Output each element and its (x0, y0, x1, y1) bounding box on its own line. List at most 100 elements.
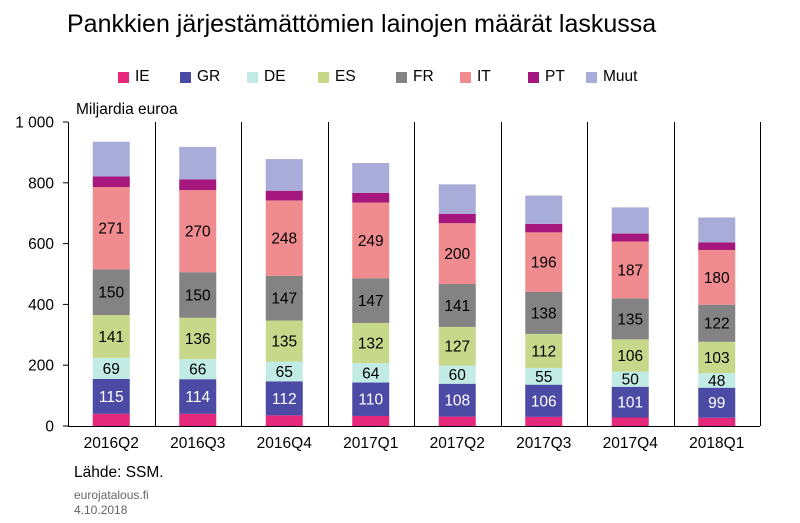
bar-segment-gr (92, 378, 130, 414)
bar-segment-de (698, 373, 736, 388)
bar-segment-it (352, 202, 390, 279)
bar-segment-muut (352, 163, 390, 193)
bar-segment-muut (611, 207, 649, 234)
bar-segment-es (438, 326, 476, 366)
bar-segment-it (179, 190, 217, 273)
legend-swatch (318, 71, 329, 83)
bar-segment-es (525, 333, 563, 368)
legend-item-muut: Muut (586, 68, 637, 86)
bar-segment-muut (265, 159, 303, 191)
bar-segment-fr (525, 291, 563, 334)
bar-segment-pt (265, 190, 303, 201)
bar-segment-muut (698, 217, 736, 243)
source-note: Lähde: SSM. (74, 464, 164, 481)
y-axis-unit-label: Miljardia euroa (76, 101, 178, 118)
bar-segment-pt (611, 233, 649, 242)
bar-segment-pt (525, 223, 563, 233)
bar-segment-de (352, 363, 390, 383)
x-tick-label: 2016Q4 (257, 435, 313, 452)
bar-segment-fr (352, 278, 390, 323)
x-tick-label: 2017Q4 (603, 435, 659, 452)
data-label: 115 (99, 389, 124, 406)
bar-segment-de (611, 371, 649, 387)
data-label: 101 (617, 395, 643, 412)
data-label: 141 (98, 329, 124, 346)
bar-segment-es (698, 341, 736, 374)
x-tick-label: 2016Q2 (84, 435, 139, 452)
bar-segment-pt (92, 176, 130, 188)
data-label: 110 (358, 392, 383, 409)
bar-segment-it (265, 200, 303, 276)
bar-segment-es (92, 315, 130, 358)
legend-label: GR (197, 68, 221, 85)
data-label: 147 (358, 293, 384, 310)
bar-segment-es (611, 339, 649, 372)
legend-item-de: DE (247, 68, 286, 86)
legend-item-gr: GR (180, 68, 220, 86)
bar-segment-muut (438, 184, 476, 214)
bar-segment-muut (92, 141, 130, 177)
bar-segment-gr (438, 383, 476, 417)
bar-segment-de (179, 359, 217, 380)
legend-item-fr: FR (396, 68, 434, 86)
data-label: 136 (185, 331, 211, 348)
bar-segment-pt (698, 242, 736, 250)
data-label: 249 (358, 233, 384, 250)
bar-segment-gr (179, 379, 217, 414)
data-label: 66 (189, 362, 206, 379)
bar-segment-fr (179, 272, 217, 318)
data-label: 60 (449, 367, 467, 384)
bar-segment-it (525, 232, 563, 292)
legend-label: Muut (603, 68, 638, 85)
legend-swatch (118, 71, 129, 83)
bar-segment-pt (438, 213, 476, 224)
bar-segment-ie (179, 413, 217, 426)
bar-segment-fr (92, 269, 130, 316)
bar-segment-es (265, 320, 303, 362)
publish-date: 4.10.2018 (74, 503, 128, 517)
legend-swatch (180, 71, 191, 83)
bar-segment-gr (611, 386, 649, 418)
data-label: 147 (271, 291, 297, 308)
bar-segment-es (179, 317, 217, 360)
data-label: 271 (98, 221, 124, 238)
data-label: 187 (617, 262, 643, 279)
bar-segment-fr (265, 275, 303, 321)
data-label: 55 (535, 369, 552, 386)
legend-swatch (460, 71, 471, 83)
legend-label: IT (477, 68, 491, 85)
bar-segment-de (92, 357, 130, 379)
y-tick-label: 400 (28, 297, 54, 314)
data-label: 135 (617, 311, 643, 328)
bar-segment-gr (265, 381, 303, 416)
data-label: 132 (358, 336, 384, 353)
bar-segment-ie (265, 415, 303, 426)
bar-segment-de (525, 367, 563, 385)
bar-segment-pt (352, 192, 390, 203)
site-credit: eurojatalous.fi (74, 488, 149, 502)
y-tick-label: 1 000 (15, 115, 54, 132)
bar-segment-pt (179, 179, 217, 191)
bar-segment-it (611, 241, 649, 299)
data-label: 180 (704, 270, 730, 287)
legend-item-it: IT (460, 68, 491, 86)
data-label: 64 (362, 365, 380, 382)
data-label: 270 (185, 224, 211, 241)
data-label: 112 (531, 343, 556, 360)
data-label: 122 (704, 316, 730, 333)
bar-segment-muut (179, 146, 217, 180)
legend-swatch (396, 71, 407, 83)
data-label: 50 (622, 372, 640, 389)
bar-segment-ie (352, 415, 390, 426)
data-label: 106 (617, 348, 643, 365)
bar-segment-fr (698, 304, 736, 342)
x-tick-label: 2018Q1 (689, 435, 744, 452)
y-tick-label: 200 (28, 358, 54, 375)
data-label: 69 (103, 361, 120, 378)
bar-segment-ie (92, 413, 130, 426)
x-tick-label: 2017Q3 (516, 435, 571, 452)
legend-label: FR (413, 68, 434, 85)
legend-label: IE (135, 68, 150, 85)
bar-segment-de (265, 361, 303, 382)
data-label: 196 (531, 255, 557, 272)
